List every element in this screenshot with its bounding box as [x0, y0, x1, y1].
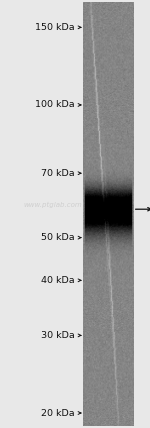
Text: 50 kDa: 50 kDa [41, 233, 75, 242]
Text: www.ptglab.com: www.ptglab.com [23, 202, 82, 208]
Text: 100 kDa: 100 kDa [35, 101, 75, 110]
Text: 20 kDa: 20 kDa [41, 408, 75, 417]
Text: 40 kDa: 40 kDa [41, 276, 75, 285]
Text: 30 kDa: 30 kDa [41, 331, 75, 340]
Text: 70 kDa: 70 kDa [41, 169, 75, 178]
Text: 150 kDa: 150 kDa [35, 23, 75, 32]
